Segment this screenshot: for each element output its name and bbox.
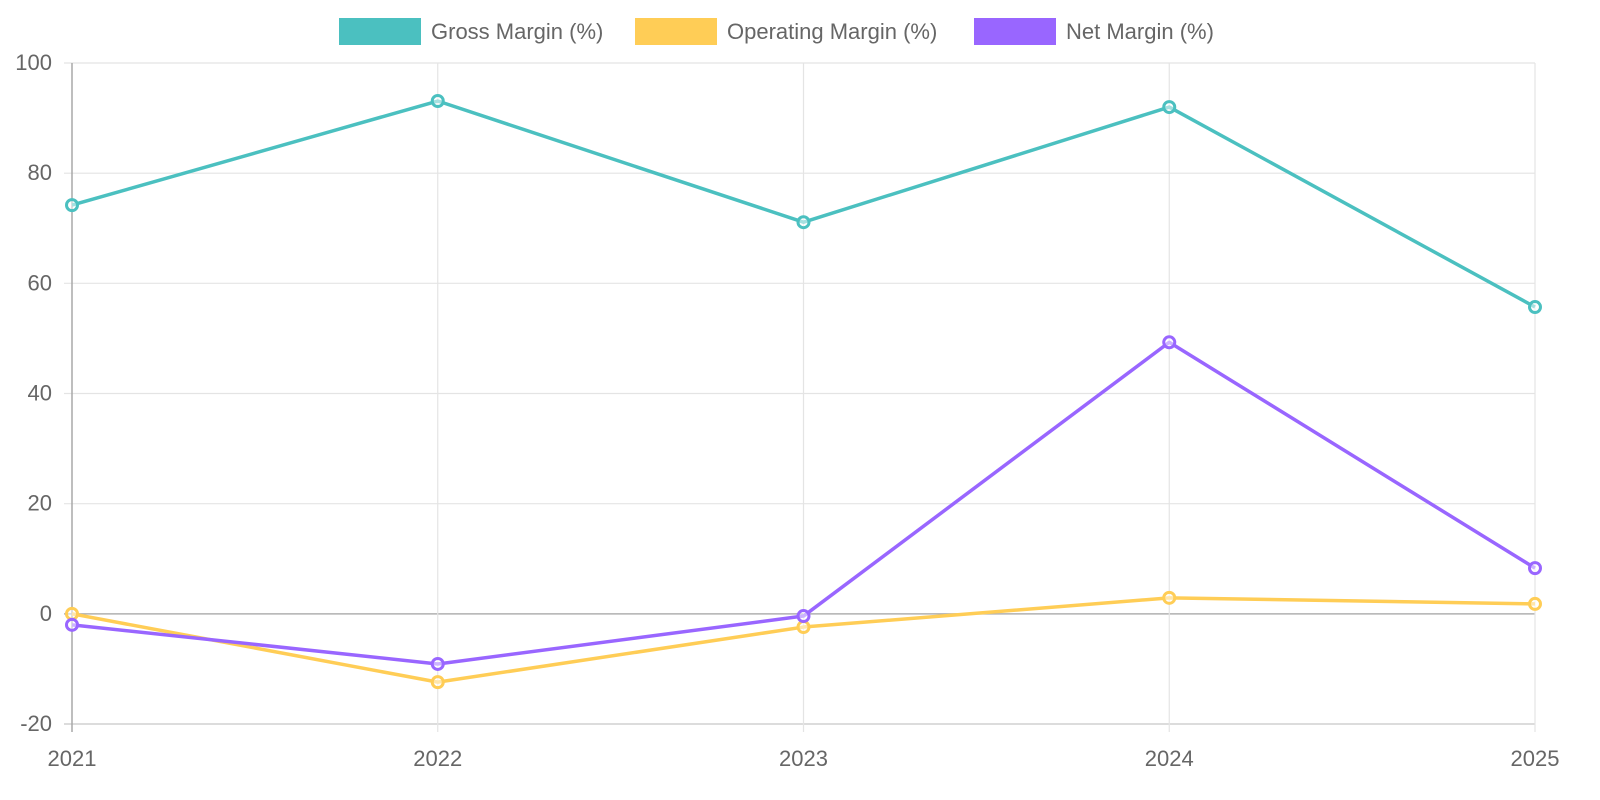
legend-item-operating-margin[interactable]: Operating Margin (%) [635,18,937,45]
data-point[interactable] [796,215,811,230]
x-axis-ticks: 2021 2022 2023 2024 2025 [48,746,1560,771]
y-tick-label: 40 [28,381,52,406]
y-tick-label: -20 [20,711,52,736]
data-point[interactable] [430,656,445,671]
x-tick-label: 2023 [779,746,828,771]
data-point[interactable] [1162,100,1177,115]
legend-swatch-net-margin [974,18,1056,45]
x-tick-label: 2025 [1511,746,1560,771]
x-tick-label: 2024 [1145,746,1194,771]
x-tick-label: 2021 [48,746,97,771]
data-point[interactable] [796,609,811,624]
y-tick-label: 100 [15,50,52,75]
data-point[interactable] [430,94,445,109]
legend-label-operating-margin: Operating Margin (%) [727,19,937,44]
y-tick-label: 0 [40,601,52,626]
data-point[interactable] [1528,300,1542,315]
legend-label-net-margin: Net Margin (%) [1066,19,1214,44]
y-axis-ticks: 100 80 60 40 20 0 -20 [15,50,52,736]
series-gross-margin [65,94,1542,315]
data-point[interactable] [1162,335,1177,350]
y-tick-label: 80 [28,160,52,185]
data-point[interactable] [430,675,445,690]
data-point[interactable] [1528,596,1542,611]
series-layer [65,94,1542,690]
data-point[interactable] [796,620,811,635]
legend-label-gross-margin: Gross Margin (%) [431,19,603,44]
legend: Gross Margin (%) Operating Margin (%) Ne… [339,18,1214,45]
series-operating-margin [65,590,1542,690]
legend-item-gross-margin[interactable]: Gross Margin (%) [339,18,603,45]
legend-swatch-gross-margin [339,18,421,45]
legend-item-net-margin[interactable]: Net Margin (%) [974,18,1214,45]
data-point[interactable] [1528,561,1542,576]
legend-swatch-operating-margin [635,18,717,45]
data-point[interactable] [65,617,79,632]
data-point[interactable] [65,606,79,621]
x-tick-label: 2022 [413,746,462,771]
series-net-margin [65,335,1542,671]
data-point[interactable] [65,198,79,213]
y-tick-label: 60 [28,270,52,295]
data-point[interactable] [1162,590,1177,605]
y-tick-label: 20 [28,491,52,516]
